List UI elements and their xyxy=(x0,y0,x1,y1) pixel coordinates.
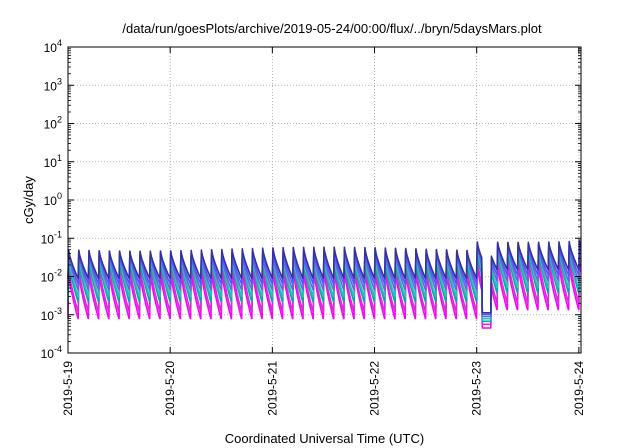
y-tick-label: 10-3 xyxy=(41,306,62,323)
y-tick-label: 100 xyxy=(44,191,62,208)
y-tick-label: 10-1 xyxy=(41,229,62,246)
y-tick-label: 10-4 xyxy=(41,344,62,361)
grid-lines xyxy=(68,47,581,353)
series-lines xyxy=(67,240,582,329)
y-axis-label: cGy/day xyxy=(21,176,36,224)
plot-frame xyxy=(67,46,582,354)
y-tick-label: 102 xyxy=(44,115,62,132)
series-line xyxy=(67,240,582,314)
x-tick-label: 2019-5-24 xyxy=(572,361,586,416)
axis-ticks: 10-4 10-3 10-2 10-1 100 101 102 103 104 2019-5-19… xyxy=(41,38,586,416)
y-tick-label: 104 xyxy=(44,38,62,55)
x-tick-label: 2019-5-20 xyxy=(163,361,177,416)
x-tick-label: 2019-5-19 xyxy=(61,361,75,416)
chart-title: /data/run/goesPlots/archive/2019-05-24/0… xyxy=(122,21,542,36)
y-tick-label: 101 xyxy=(44,153,62,170)
x-axis-label: Coordinated Universal Time (UTC) xyxy=(225,431,424,446)
x-tick-label: 2019-5-21 xyxy=(265,361,279,416)
y-tick-label: 103 xyxy=(44,76,62,93)
x-tick-label: 2019-5-22 xyxy=(368,361,382,416)
y-tick-label: 10-2 xyxy=(41,268,62,285)
x-tick-label: 2019-5-23 xyxy=(470,361,484,416)
